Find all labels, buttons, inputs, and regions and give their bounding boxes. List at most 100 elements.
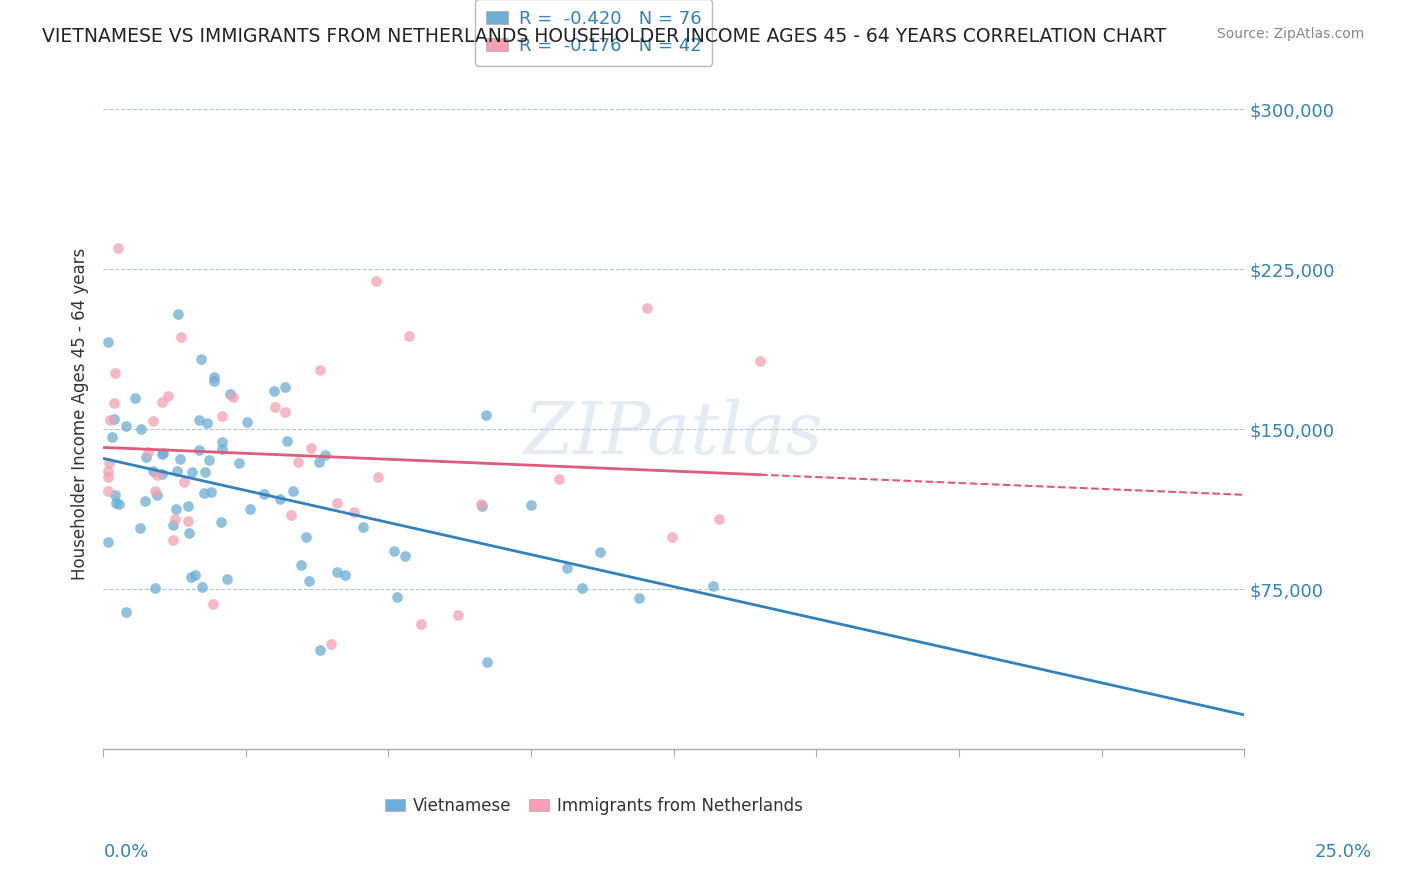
Point (124, 391, 146, 405)
Point (273, 405, 295, 419)
Point (156, 389, 179, 403)
Point (97, 464, 120, 478)
Point (309, 363, 332, 377)
Point (142, 414, 165, 428)
Point (235, 415, 257, 429)
Point (636, 301, 658, 316)
Point (263, 384, 285, 399)
Point (308, 455, 330, 469)
Point (211, 442, 233, 456)
Point (297, 574, 319, 589)
Point (143, 483, 166, 498)
Point (470, 497, 492, 511)
Point (548, 472, 571, 486)
Point (104, 366, 127, 380)
Point (308, 643, 330, 657)
Point (166, 464, 188, 478)
Text: 25.0%: 25.0% (1315, 843, 1371, 861)
Y-axis label: Householder Income Ages 45 - 64 years: Householder Income Ages 45 - 64 years (72, 247, 89, 580)
Text: ZIPatlas: ZIPatlas (524, 399, 824, 469)
Point (209, 515, 232, 529)
Point (131, 422, 153, 436)
Point (198, 453, 221, 467)
Point (194, 465, 217, 479)
Point (475, 408, 498, 422)
Point (150, 467, 173, 482)
Point (352, 520, 374, 534)
Point (382, 543, 405, 558)
Point (166, 308, 188, 322)
Point (398, 329, 420, 343)
Point (202, 374, 225, 388)
Text: Source: ZipAtlas.com: Source: ZipAtlas.com (1216, 27, 1364, 41)
Point (299, 441, 322, 455)
Point (128, 521, 150, 535)
Point (364, 274, 387, 288)
Point (276, 434, 298, 449)
Point (215, 572, 238, 586)
Point (177, 514, 200, 528)
Point (200, 485, 222, 500)
Point (280, 508, 302, 523)
Point (211, 435, 233, 450)
Point (274, 380, 297, 394)
Point (115, 418, 138, 433)
Point (104, 495, 127, 509)
Point (263, 401, 285, 415)
Point (142, 465, 165, 479)
Point (165, 501, 187, 516)
Point (173, 475, 195, 490)
Point (107, 241, 129, 255)
Point (150, 447, 173, 461)
Point (295, 530, 318, 544)
Point (202, 370, 225, 384)
Point (253, 487, 276, 501)
Point (343, 505, 366, 519)
Point (627, 591, 650, 606)
Point (97, 534, 120, 549)
Point (170, 330, 193, 344)
Point (283, 483, 305, 498)
Point (134, 493, 156, 508)
Point (387, 590, 409, 604)
Point (222, 390, 245, 404)
Point (326, 496, 349, 510)
Point (555, 561, 578, 575)
Text: VIETNAMESE VS IMMIGRANTS FROM NETHERLANDS HOUSEHOLDER INCOME AGES 45 - 64 YEARS : VIETNAMESE VS IMMIGRANTS FROM NETHERLAND… (42, 27, 1167, 45)
Point (188, 412, 211, 426)
Point (661, 530, 683, 544)
Point (101, 430, 124, 444)
Point (394, 549, 416, 563)
Point (184, 568, 207, 582)
Point (211, 409, 233, 423)
Point (190, 351, 212, 366)
Point (314, 448, 336, 462)
Point (169, 451, 191, 466)
Point (177, 526, 200, 541)
Point (104, 488, 127, 502)
Point (319, 637, 342, 651)
Point (287, 455, 309, 469)
Point (702, 579, 724, 593)
Point (97, 483, 120, 498)
Point (146, 468, 169, 483)
Point (326, 565, 349, 579)
Point (191, 580, 214, 594)
Point (219, 387, 242, 401)
Point (367, 470, 389, 484)
Point (202, 598, 225, 612)
Point (98, 413, 121, 427)
Text: 0.0%: 0.0% (104, 843, 149, 861)
Point (162, 533, 184, 547)
Point (749, 354, 772, 368)
Point (228, 456, 250, 470)
Point (290, 558, 312, 572)
Point (589, 545, 612, 559)
Point (520, 498, 543, 512)
Legend: Vietnamese, Immigrants from Netherlands: Vietnamese, Immigrants from Netherlands (378, 790, 810, 822)
Point (239, 501, 262, 516)
Point (709, 511, 731, 525)
Point (571, 581, 593, 595)
Point (333, 567, 356, 582)
Point (409, 617, 432, 632)
